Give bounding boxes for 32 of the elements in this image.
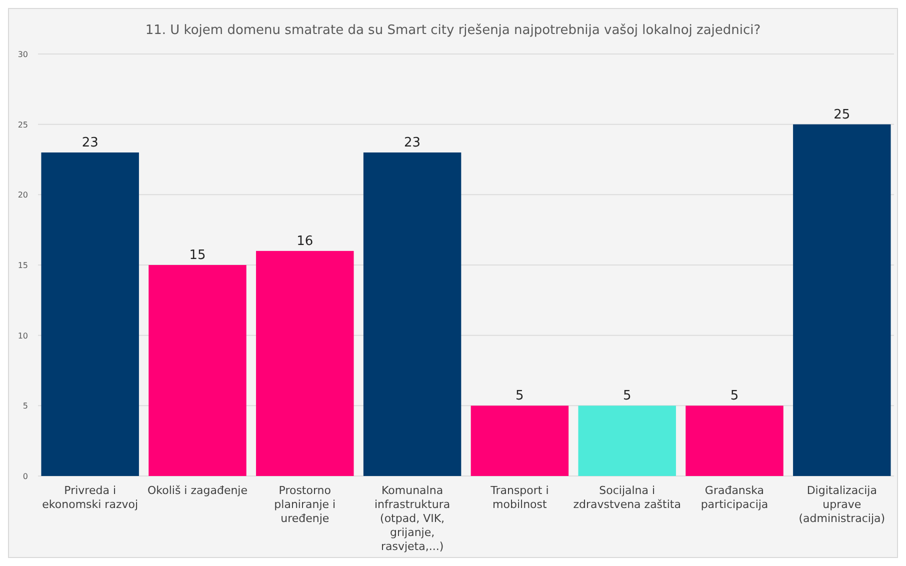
x-tick-label: Komunalna infrastruktura (otpad, VIK, grijanje, rasvjeta,...) bbox=[374, 484, 450, 553]
x-tick-label: Digitalizacija uprave (administracija) bbox=[798, 484, 886, 525]
y-tick-label: 0 bbox=[22, 472, 28, 481]
data-label: 5 bbox=[730, 388, 739, 404]
bar bbox=[686, 406, 784, 476]
bar bbox=[256, 250, 354, 476]
data-label: 23 bbox=[82, 135, 98, 150]
x-tick-label: Socijalna i zdravstvena zaštita bbox=[573, 484, 681, 511]
y-tick-label: 20 bbox=[18, 190, 28, 200]
y-tick-label: 25 bbox=[18, 120, 28, 130]
x-tick-label: Transport i mobilnost bbox=[490, 484, 549, 511]
y-tick-label: 10 bbox=[18, 331, 28, 340]
y-tick-label: 5 bbox=[22, 402, 28, 411]
x-tick-label: Okoliš i zagađenje bbox=[147, 484, 248, 497]
x-tick-label: Privreda i ekonomski razvoj bbox=[42, 484, 138, 511]
bar bbox=[470, 406, 569, 476]
bar bbox=[793, 124, 891, 476]
data-label: 25 bbox=[834, 107, 850, 122]
data-label: 5 bbox=[622, 388, 632, 404]
x-tick-label: Građanska participacija bbox=[700, 484, 768, 511]
x-tick-label: Prostorno planiranje i uređenje bbox=[274, 484, 336, 525]
chart-title: 11. U kojem domenu smatrate da su Smart city rješenja najpotrebnija vašoj lokalnoj zajednici? bbox=[145, 23, 761, 38]
bar bbox=[578, 406, 676, 476]
bar bbox=[363, 152, 462, 476]
data-label: 23 bbox=[404, 135, 421, 150]
data-label: 15 bbox=[189, 248, 206, 263]
data-label: 5 bbox=[516, 388, 524, 404]
y-tick-label: 30 bbox=[18, 50, 28, 59]
bar bbox=[41, 152, 139, 476]
y-tick-label: 15 bbox=[18, 261, 28, 270]
bar bbox=[148, 265, 246, 476]
data-label: 16 bbox=[296, 234, 314, 249]
